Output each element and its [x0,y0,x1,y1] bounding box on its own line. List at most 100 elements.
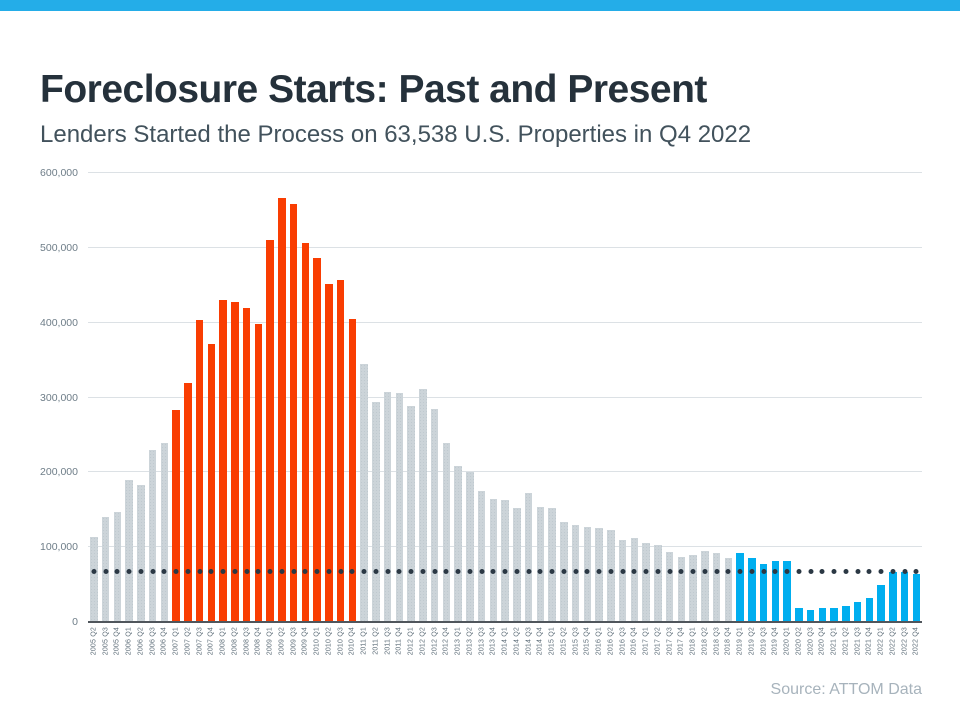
reference-line-dot [173,569,179,575]
x-axis-tick-label: 2012 Q3 [431,627,439,656]
reference-line-dot [208,569,214,575]
bar-highlight-present [759,563,768,622]
reference-line-dot [725,569,731,575]
reference-line-dot [784,569,790,575]
x-axis-tick-label: 2011 Q2 [372,627,380,655]
x-axis-tick-label: 2021 Q4 [865,627,873,656]
bar-neutral [383,391,392,622]
bar-neutral [654,544,662,622]
reference-line-dot [749,569,755,575]
bar-highlight-past [289,203,298,622]
bar-column: 2012 Q1 [405,173,417,655]
reference-line-dot [655,569,661,575]
x-axis-tick-label: 2015 Q3 [572,627,580,656]
source-attribution: Source: ATTOM Data [770,681,922,698]
bar-column: 2020 Q1 [781,173,793,655]
bar-neutral [454,465,462,622]
reference-line-dot [737,569,743,575]
x-axis-tick-label: 2011 Q1 [360,627,368,655]
bar-column: 2014 Q1 [499,173,511,655]
reference-line-dot [878,569,884,575]
reference-line-dot [302,569,308,575]
bar-highlight-past [231,301,239,622]
x-axis-tick-label: 2009 Q4 [301,627,309,656]
bar-highlight-present [771,560,780,622]
bar-neutral [90,537,98,622]
bar-column: 2015 Q1 [546,173,558,655]
bar-column: 2012 Q3 [429,173,441,655]
bar-column: 2013 Q4 [488,173,500,655]
x-axis-tick-label: 2019 Q2 [748,627,756,656]
bar-neutral [360,363,368,622]
reference-line-dot [831,569,837,575]
reference-line-dot [349,569,355,575]
bar-highlight-present [853,601,862,622]
bar-neutral [595,527,603,622]
reference-line-dot [702,569,708,575]
reference-line-dot [537,569,543,575]
bar-column: 2007 Q1 [170,173,182,655]
reference-line-dot [620,569,626,575]
y-axis-tick-label: 500,000 [40,241,78,254]
bar-column: 2006 Q3 [147,173,159,655]
reference-line-dot [338,569,344,575]
bar-column: 2013 Q1 [452,173,464,655]
x-axis-tick-label: 2014 Q3 [525,627,533,656]
reference-line-dot [361,569,367,575]
reference-line-dot [573,569,579,575]
bar-column: 2016 Q1 [593,173,605,655]
bar-highlight-past [254,324,263,622]
gridline [88,246,922,248]
x-axis-tick-label: 2017 Q3 [666,627,674,656]
x-axis-tick-label: 2013 Q4 [489,627,497,656]
bar-highlight-past [195,319,204,622]
bar-neutral [513,508,521,622]
reference-line-dot [432,569,438,575]
bar-column: 2022 Q1 [875,173,887,655]
x-axis-tick-label: 2015 Q1 [548,627,556,656]
reference-line-dot [443,569,449,575]
bar-column: 2021 Q2 [840,173,852,655]
reference-line-dot [479,569,485,575]
bar-neutral [583,526,592,622]
bar-column: 2014 Q4 [535,173,547,655]
x-axis-tick-label: 2012 Q2 [419,627,427,656]
reference-line-dot [890,569,896,575]
bar-column: 2005 Q2 [88,173,100,655]
reference-line-dot [678,569,684,575]
bar-neutral [665,551,674,622]
gridline [88,471,922,473]
bar-column: 2007 Q4 [206,173,218,655]
reference-line-dot [514,569,520,575]
x-axis-tick-label: 2006 Q4 [160,627,168,656]
bar-highlight-present [806,610,815,622]
reference-line-dot [761,569,767,575]
reference-line-dot [267,569,273,575]
bar-highlight-past [336,280,345,622]
bar-column: 2009 Q4 [300,173,312,655]
x-axis-tick-label: 2021 Q2 [842,627,850,656]
reference-line-dot [902,569,908,575]
reference-line-dot [772,569,778,575]
reference-line-dot [502,569,508,575]
bar-neutral [489,499,498,622]
reference-line-dot [114,569,120,575]
reference-line-dot [467,569,473,575]
bar-neutral [113,512,122,622]
bar-column: 2011 Q4 [394,173,406,655]
bar-neutral [536,506,545,622]
reference-line-dot [561,569,567,575]
bar-neutral [372,402,380,622]
x-axis-tick-label: 2016 Q2 [607,627,615,656]
reference-line-dot [408,569,414,575]
bar-column: 2016 Q4 [629,173,641,655]
reference-line-dot [314,569,320,575]
bar-column: 2012 Q2 [417,173,429,655]
x-axis-tick-label: 2007 Q2 [184,627,192,656]
reference-line-dot [232,569,238,575]
reference-line-dot [549,569,555,575]
bar-highlight-present [889,571,897,622]
bar-neutral [477,491,486,622]
bar-column: 2007 Q3 [194,173,206,655]
bar-highlight-present [748,558,756,622]
